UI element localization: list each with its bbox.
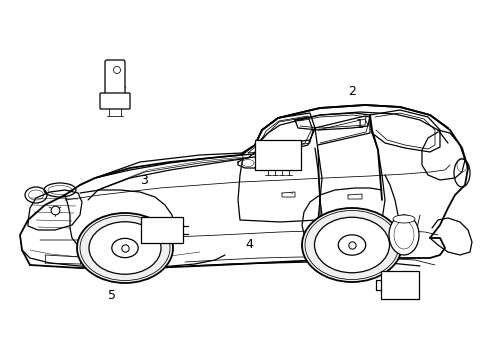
Ellipse shape	[314, 217, 389, 273]
Text: 5: 5	[108, 289, 116, 302]
Ellipse shape	[77, 213, 173, 283]
Text: 1: 1	[355, 118, 363, 131]
FancyBboxPatch shape	[100, 93, 130, 109]
Ellipse shape	[388, 215, 418, 255]
Ellipse shape	[112, 238, 138, 258]
Ellipse shape	[302, 208, 401, 282]
Text: 2: 2	[347, 85, 355, 98]
Ellipse shape	[338, 235, 365, 255]
Text: 4: 4	[245, 238, 253, 251]
Text: 3: 3	[140, 174, 148, 186]
FancyBboxPatch shape	[141, 217, 183, 243]
FancyBboxPatch shape	[254, 140, 301, 170]
Ellipse shape	[392, 215, 414, 223]
Ellipse shape	[89, 222, 161, 274]
FancyBboxPatch shape	[105, 60, 125, 99]
FancyBboxPatch shape	[380, 271, 418, 299]
